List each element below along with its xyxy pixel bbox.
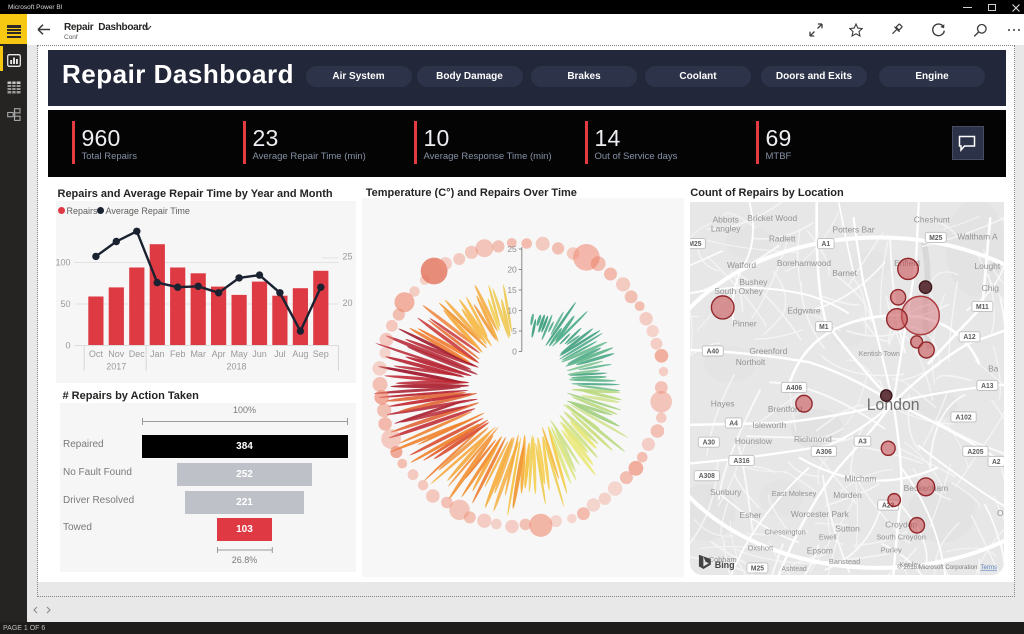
svg-text:Cobham: Cobham xyxy=(709,555,737,564)
svg-text:Borehamwood: Borehamwood xyxy=(777,258,832,268)
svg-text:Waltham A: Waltham A xyxy=(958,231,999,241)
svg-text:Hounslow: Hounslow xyxy=(735,436,773,446)
svg-text:Banstead: Banstead xyxy=(829,557,860,566)
svg-text:A4: A4 xyxy=(730,420,739,427)
svg-text:Morden: Morden xyxy=(834,490,863,500)
svg-text:Jul: Jul xyxy=(274,349,286,359)
svg-text:Isleworth: Isleworth xyxy=(753,420,787,430)
svg-text:Bricket Wood: Bricket Wood xyxy=(748,213,798,223)
svg-text:Greenford: Greenford xyxy=(750,346,788,356)
svg-text:Apr: Apr xyxy=(211,349,225,359)
svg-text:Northolt: Northolt xyxy=(736,357,766,367)
svg-text:25: 25 xyxy=(342,251,352,261)
svg-text:Barnet: Barnet xyxy=(833,268,858,278)
svg-text:Sep: Sep xyxy=(312,349,328,359)
svg-text:Terms: Terms xyxy=(981,564,998,571)
svg-text:Croydon: Croydon xyxy=(885,519,917,529)
svg-text:Mitcham: Mitcham xyxy=(845,474,877,484)
svg-text:Dec: Dec xyxy=(128,349,145,359)
svg-text:Potters Bar: Potters Bar xyxy=(833,224,875,234)
svg-text:Hayes: Hayes xyxy=(711,399,735,409)
svg-text:0: 0 xyxy=(65,340,70,350)
svg-text:East Molesey: East Molesey xyxy=(772,489,817,498)
svg-text:A12: A12 xyxy=(964,334,977,341)
svg-text:Lought: Lought xyxy=(975,261,1001,271)
svg-text:Brentford: Brentford xyxy=(768,404,803,414)
svg-text:Chig: Chig xyxy=(982,283,1000,293)
svg-text:A205: A205 xyxy=(968,449,984,456)
svg-text:A102: A102 xyxy=(956,414,972,421)
svg-text:Bushey: Bushey xyxy=(740,277,769,287)
svg-text:20: 20 xyxy=(507,264,517,274)
svg-text:Pinner: Pinner xyxy=(733,319,758,329)
svg-text:A2: A2 xyxy=(992,459,1001,466)
svg-text:Epsom: Epsom xyxy=(807,546,833,556)
svg-text:Jun: Jun xyxy=(252,349,267,359)
svg-text:Abbots: Abbots xyxy=(713,214,739,224)
svg-text:2017: 2017 xyxy=(106,361,126,371)
svg-text:M25: M25 xyxy=(690,241,702,248)
svg-text:Radlett: Radlett xyxy=(769,233,796,243)
svg-text:Watford: Watford xyxy=(727,260,756,270)
svg-text:Ewell: Ewell xyxy=(819,532,837,541)
svg-text:A30: A30 xyxy=(703,440,716,447)
svg-text:M1: M1 xyxy=(819,324,829,331)
svg-text:A23: A23 xyxy=(882,502,895,509)
svg-text:Ashtead: Ashtead xyxy=(782,566,808,573)
svg-text:A13: A13 xyxy=(981,383,994,390)
svg-text:A40: A40 xyxy=(707,348,720,355)
svg-text:15: 15 xyxy=(507,284,517,294)
svg-text:A1: A1 xyxy=(822,241,831,248)
svg-text:100: 100 xyxy=(56,257,71,267)
svg-text:Sunbury: Sunbury xyxy=(710,487,742,497)
svg-text:Kentish Town: Kentish Town xyxy=(859,351,900,358)
svg-text:A306: A306 xyxy=(816,449,832,456)
svg-text:Cheshunt: Cheshunt xyxy=(914,214,951,224)
svg-text:South Oxhey: South Oxhey xyxy=(715,286,764,296)
svg-text:Edgware: Edgware xyxy=(788,305,821,315)
svg-text:Mar: Mar xyxy=(190,349,206,359)
svg-text:M11: M11 xyxy=(976,304,989,311)
svg-text:Langley: Langley xyxy=(711,223,741,233)
svg-text:A3: A3 xyxy=(858,439,867,446)
svg-text:A308: A308 xyxy=(699,473,715,480)
svg-text:South Croydon: South Croydon xyxy=(877,532,926,541)
svg-text:May: May xyxy=(230,349,248,359)
svg-text:Nov: Nov xyxy=(108,349,125,359)
svg-text:Bing: Bing xyxy=(715,560,735,570)
svg-text:Purley: Purley xyxy=(881,546,902,555)
svg-text:20: 20 xyxy=(342,298,352,308)
svg-text:Richmond: Richmond xyxy=(794,434,832,444)
svg-text:Esher: Esher xyxy=(740,510,762,520)
svg-text:10: 10 xyxy=(507,305,517,315)
svg-text:M25: M25 xyxy=(930,235,943,242)
svg-text:0: 0 xyxy=(512,346,517,356)
svg-text:Oxshott: Oxshott xyxy=(748,544,774,553)
svg-text:Kenley: Kenley xyxy=(900,562,922,569)
svg-text:© 2018 Microsoft Corporation: © 2018 Microsoft Corporation xyxy=(898,564,979,571)
svg-text:M25: M25 xyxy=(751,565,764,572)
svg-text:5: 5 xyxy=(512,325,517,335)
svg-text:London: London xyxy=(867,396,920,414)
svg-text:O: O xyxy=(997,508,1004,518)
svg-text:Ba: Ba xyxy=(988,363,999,373)
svg-text:50: 50 xyxy=(60,299,70,309)
svg-text:A406: A406 xyxy=(786,385,802,392)
svg-text:Sutton: Sutton xyxy=(836,523,861,533)
svg-text:Feb: Feb xyxy=(169,349,185,359)
svg-text:Chessington: Chessington xyxy=(765,527,806,536)
svg-text:Oct: Oct xyxy=(88,349,103,359)
svg-text:Worcester Park: Worcester Park xyxy=(791,509,850,519)
svg-text:25: 25 xyxy=(507,243,517,253)
svg-text:Jan: Jan xyxy=(149,349,164,359)
svg-text:A316: A316 xyxy=(734,458,750,465)
svg-text:Aug: Aug xyxy=(292,349,308,359)
svg-text:2018: 2018 xyxy=(226,361,246,371)
